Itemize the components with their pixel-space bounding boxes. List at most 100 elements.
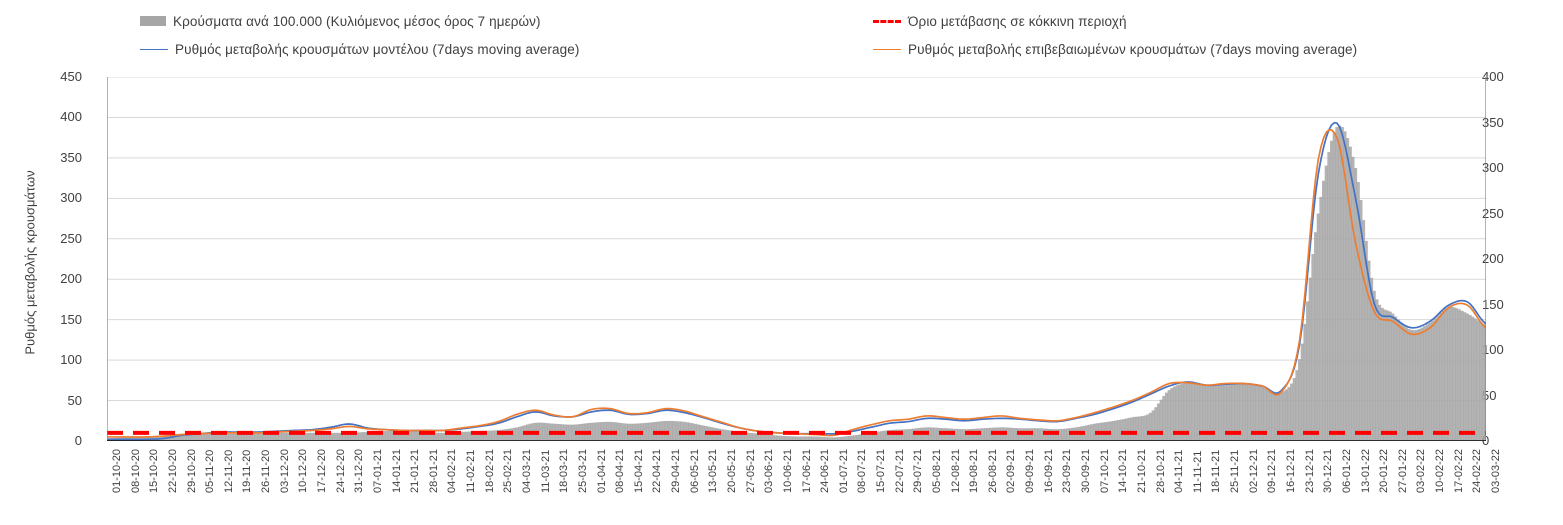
x-axis-tick-label: 16-09-21 — [1042, 448, 1055, 493]
x-axis-tick-label: 14-10-21 — [1117, 448, 1130, 493]
legend-swatch-bar-icon — [140, 16, 166, 26]
y-axis-right-tick-label: 250 — [1482, 205, 1504, 221]
x-axis-tick-label: 21-01-21 — [409, 448, 422, 493]
x-axis-tick-label: 08-07-21 — [856, 448, 869, 493]
x-axis-tick-label: 28-10-21 — [1154, 448, 1167, 493]
x-axis-tick-label: 01-04-21 — [595, 448, 608, 493]
x-axis-tick-label: 08-10-20 — [129, 448, 142, 493]
x-axis-tick-label: 18-02-21 — [483, 448, 496, 493]
x-axis-tick-label: 04-03-21 — [520, 448, 533, 493]
x-axis-tick-label: 24-12-20 — [334, 448, 347, 493]
legend-item-confirmed-line[interactable]: Ρυθμός μεταβολής επιβεβαιωμένων κρουσμάτ… — [873, 40, 1357, 58]
x-axis-tick-label: 07-01-21 — [371, 448, 384, 493]
y-axis-right-tick-label: 150 — [1482, 296, 1504, 312]
x-axis-tick-label: 12-11-20 — [222, 449, 235, 493]
x-axis-tick-label: 26-11-20 — [260, 449, 273, 493]
y-axis-left-tick-label: 100 — [60, 352, 82, 368]
x-axis-tick-label: 25-03-21 — [576, 448, 589, 493]
legend-label-model-line: Ρυθμός μεταβολής κρουσμάτων μοντέλου (7d… — [175, 41, 580, 57]
x-axis-tick-label: 11-11-21 — [1191, 450, 1204, 493]
x-axis-tick-label: 15-04-21 — [632, 448, 645, 493]
legend-swatch-dashed-red-icon — [873, 19, 901, 23]
x-axis-tick-label: 10-02-22 — [1434, 448, 1447, 493]
x-axis-tick-label: 30-09-21 — [1080, 448, 1093, 493]
plot-svg — [107, 77, 1486, 441]
x-axis-tick-label: 17-12-20 — [315, 448, 328, 493]
x-axis-tick-label: 09-12-21 — [1266, 448, 1279, 493]
y-axis-right-tick-label: 400 — [1482, 69, 1504, 84]
x-axis-tick-label: 13-01-22 — [1359, 448, 1372, 493]
x-axis-tick-label: 07-10-21 — [1098, 448, 1111, 493]
x-axis-tick-label: 17-06-21 — [800, 448, 813, 493]
x-axis-tick-label: 27-01-22 — [1396, 448, 1409, 493]
x-axis-tick-label: 31-12-20 — [353, 448, 366, 493]
x-axis-tick-label: 17-02-22 — [1452, 448, 1465, 493]
y-axis-left-tick-label: 350 — [60, 149, 82, 165]
y-axis-left-tick-label: 400 — [60, 109, 82, 125]
x-axis-tick-label: 23-09-21 — [1061, 448, 1074, 493]
x-axis-tick-label: 28-01-21 — [427, 448, 440, 493]
y-axis-left-ticks: 0 50 100 150 200 250 300 350 400 450 — [22, 0, 82, 525]
legend-swatch-line-blue-icon — [140, 48, 168, 50]
x-axis-tick-label: 04-11-21 — [1173, 449, 1186, 493]
x-axis-tick-label: 20-05-21 — [725, 448, 738, 493]
x-axis-tick-label: 05-11-20 — [204, 449, 217, 493]
x-axis-tick-label: 11-02-21 — [465, 449, 478, 493]
x-axis-tick-label: 16-12-21 — [1285, 448, 1297, 493]
x-axis-tick-label: 26-08-21 — [986, 448, 999, 493]
legend-label-bars: Κρούσματα ανά 100.000 (Κυλιόμενος μέσος … — [173, 13, 541, 29]
legend-item-bars[interactable]: Κρούσματα ανά 100.000 (Κυλιόμενος μέσος … — [140, 12, 541, 30]
y-axis-left-tick-label: 250 — [60, 230, 82, 246]
x-axis-tick-label: 19-08-21 — [968, 448, 981, 493]
y-axis-left-tick-label: 200 — [60, 271, 82, 287]
plot-area — [107, 77, 1486, 441]
x-axis-tick-label: 06-05-21 — [688, 448, 701, 493]
x-axis-tick-label: 24-02-22 — [1471, 448, 1484, 493]
x-axis-tick-label: 12-08-21 — [949, 448, 962, 493]
x-axis-tick-label: 13-05-21 — [707, 448, 720, 493]
legend-item-limit-line[interactable]: Όριο μετάβασης σε κόκκινη περιοχή — [873, 12, 1127, 30]
y-axis-right-tick-label: 200 — [1482, 251, 1504, 266]
legend-swatch-line-orange-icon — [873, 48, 901, 50]
x-axis-tick-label: 01-07-21 — [837, 448, 850, 493]
y-axis-right-tick-label: 300 — [1482, 160, 1504, 175]
x-axis-tick-label: 15-10-20 — [148, 448, 161, 493]
x-axis-tick-label: 04-02-21 — [446, 448, 459, 493]
x-axis-tick-label: 05-08-21 — [930, 448, 943, 493]
y-axis-left-tick-label: 450 — [60, 69, 82, 84]
x-axis-tick-label: 22-07-21 — [893, 448, 906, 493]
x-axis-tick-label: 24-06-21 — [819, 448, 832, 493]
legend-item-model-line[interactable]: Ρυθμός μεταβολής κρουσμάτων μοντέλου (7d… — [140, 40, 579, 58]
x-axis-tick-label: 29-07-21 — [912, 448, 925, 493]
x-axis-tick-label: 29-10-20 — [185, 448, 198, 493]
x-axis-tick-label: 10-06-21 — [781, 448, 794, 493]
legend-label-confirmed-line: Ρυθμός μεταβολής επιβεβαιωμένων κρουσμάτ… — [908, 41, 1358, 57]
y-axis-left-tick-label: 0 — [74, 433, 82, 448]
x-axis-tick-label: 08-04-21 — [614, 448, 627, 493]
x-axis-tick-label: 03-02-22 — [1415, 448, 1428, 493]
x-axis-tick-label: 19-11-20 — [241, 449, 254, 493]
x-axis-tick-label: 06-01-22 — [1340, 448, 1353, 493]
x-axis-tick-label: 27-05-21 — [744, 448, 757, 493]
x-axis-tick-label: 09-09-21 — [1024, 448, 1037, 493]
x-axis-tick-label: 03-03-22 — [1490, 448, 1502, 493]
x-axis-tick-label: 03-06-21 — [763, 448, 776, 493]
x-axis-tick-label: 03-12-20 — [278, 448, 291, 493]
x-axis-tick-label: 30-12-21 — [1322, 448, 1335, 493]
y-axis-right-tick-label: 100 — [1482, 342, 1504, 357]
x-axis-tick-label: 22-04-21 — [651, 448, 664, 493]
legend-label-limit-line: Όριο μετάβασης σε κόκκινη περιοχή — [908, 13, 1127, 29]
x-axis-tick-label: 22-10-20 — [166, 448, 179, 493]
x-axis-tick-label: 20-01-22 — [1378, 448, 1391, 493]
x-axis-tick-label: 10-12-20 — [297, 448, 310, 493]
y-axis-left-tick-label: 50 — [67, 392, 82, 408]
x-axis-tick-label: 14-01-21 — [390, 448, 403, 493]
x-axis-tick-label: 02-12-21 — [1247, 448, 1260, 493]
y-axis-left-tick-label: 300 — [60, 190, 82, 206]
bars-series — [107, 125, 1486, 441]
x-axis-tick-label: 25-02-21 — [502, 448, 515, 493]
x-axis-tick-label: 18-11-21 — [1210, 449, 1223, 493]
x-axis-tick-label: 23-12-21 — [1303, 448, 1316, 493]
